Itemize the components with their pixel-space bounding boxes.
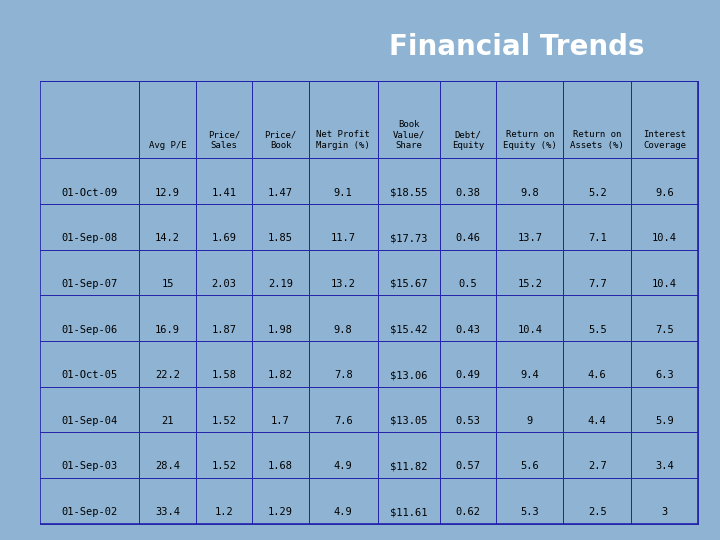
Text: Financial Trends: Financial Trends	[389, 33, 644, 61]
Text: 5.6: 5.6	[521, 462, 539, 471]
Text: Net Profit
Margin (%): Net Profit Margin (%)	[316, 130, 370, 150]
Text: 1.85: 1.85	[268, 233, 293, 243]
Text: $18.55: $18.55	[390, 187, 428, 198]
Text: $11.61: $11.61	[390, 507, 428, 517]
Text: 14.2: 14.2	[155, 233, 180, 243]
Text: 6.3: 6.3	[655, 370, 674, 380]
Text: 5.9: 5.9	[655, 416, 674, 426]
Text: 01-Sep-08: 01-Sep-08	[61, 233, 117, 243]
Text: 1.2: 1.2	[215, 507, 233, 517]
Text: Return on
Assets (%): Return on Assets (%)	[570, 130, 624, 150]
Text: 1.82: 1.82	[268, 370, 293, 380]
Text: 21: 21	[161, 416, 174, 426]
Text: 9.8: 9.8	[334, 325, 353, 334]
Text: 22.2: 22.2	[155, 370, 180, 380]
Text: 1.69: 1.69	[212, 233, 237, 243]
Text: 3.4: 3.4	[655, 462, 674, 471]
Text: 2.5: 2.5	[588, 507, 606, 517]
Text: 0.53: 0.53	[455, 416, 480, 426]
Text: 0.49: 0.49	[455, 370, 480, 380]
Text: 13.2: 13.2	[330, 279, 356, 289]
Text: 15.2: 15.2	[517, 279, 542, 289]
Text: 13.7: 13.7	[517, 233, 542, 243]
Text: 7.1: 7.1	[588, 233, 606, 243]
Text: 1.52: 1.52	[212, 462, 237, 471]
Text: 2.19: 2.19	[268, 279, 293, 289]
Text: Debt/
Equity: Debt/ Equity	[451, 130, 484, 150]
Text: 5.5: 5.5	[588, 325, 606, 334]
Text: 11.7: 11.7	[330, 233, 356, 243]
Text: $15.67: $15.67	[390, 279, 428, 289]
Text: 1.68: 1.68	[268, 462, 293, 471]
Text: 1.52: 1.52	[212, 416, 237, 426]
Text: 01-Sep-03: 01-Sep-03	[61, 462, 117, 471]
Text: 9.6: 9.6	[655, 187, 674, 198]
Text: 12.9: 12.9	[155, 187, 180, 198]
Text: 01-Sep-04: 01-Sep-04	[61, 416, 117, 426]
Text: 2.03: 2.03	[212, 279, 237, 289]
Text: Avg P/E: Avg P/E	[149, 140, 186, 150]
Text: $15.42: $15.42	[390, 325, 428, 334]
Text: 9.1: 9.1	[334, 187, 353, 198]
Text: 16.9: 16.9	[155, 325, 180, 334]
Text: 0.38: 0.38	[455, 187, 480, 198]
Text: 01-Sep-02: 01-Sep-02	[61, 507, 117, 517]
Text: 4.9: 4.9	[334, 462, 353, 471]
Text: 7.5: 7.5	[655, 325, 674, 334]
Text: 0.43: 0.43	[455, 325, 480, 334]
Text: 01-Oct-05: 01-Oct-05	[61, 370, 117, 380]
Text: Price/
Sales: Price/ Sales	[208, 130, 240, 150]
Text: Price/
Book: Price/ Book	[264, 130, 297, 150]
Text: 1.7: 1.7	[271, 416, 290, 426]
Text: Book
Value/
Share: Book Value/ Share	[392, 120, 425, 150]
Text: 5.2: 5.2	[588, 187, 606, 198]
Text: 1.58: 1.58	[212, 370, 237, 380]
Text: 3: 3	[662, 507, 667, 517]
Text: 0.46: 0.46	[455, 233, 480, 243]
Text: 0.5: 0.5	[459, 279, 477, 289]
Text: 1.98: 1.98	[268, 325, 293, 334]
Text: 4.4: 4.4	[588, 416, 606, 426]
Text: 0.62: 0.62	[455, 507, 480, 517]
Text: 10.4: 10.4	[517, 325, 542, 334]
Text: 1.41: 1.41	[212, 187, 237, 198]
Text: 9.4: 9.4	[521, 370, 539, 380]
Text: 1.87: 1.87	[212, 325, 237, 334]
Text: 4.9: 4.9	[334, 507, 353, 517]
Text: 01-Sep-07: 01-Sep-07	[61, 279, 117, 289]
Text: $13.05: $13.05	[390, 416, 428, 426]
Text: 01-Sep-06: 01-Sep-06	[61, 325, 117, 334]
Text: 4.6: 4.6	[588, 370, 606, 380]
Text: 7.6: 7.6	[334, 416, 353, 426]
Text: $17.73: $17.73	[390, 233, 428, 243]
Text: 33.4: 33.4	[155, 507, 180, 517]
Text: 01-Oct-09: 01-Oct-09	[61, 187, 117, 198]
Text: 5.3: 5.3	[521, 507, 539, 517]
Text: 2.7: 2.7	[588, 462, 606, 471]
Text: 1.29: 1.29	[268, 507, 293, 517]
Text: Return on
Equity (%): Return on Equity (%)	[503, 130, 557, 150]
Text: 9.8: 9.8	[521, 187, 539, 198]
Text: 1.47: 1.47	[268, 187, 293, 198]
Text: 10.4: 10.4	[652, 233, 678, 243]
Text: 7.8: 7.8	[334, 370, 353, 380]
Text: $13.06: $13.06	[390, 370, 428, 380]
Text: 9: 9	[526, 416, 533, 426]
Text: 28.4: 28.4	[155, 462, 180, 471]
Text: $11.82: $11.82	[390, 462, 428, 471]
Text: 7.7: 7.7	[588, 279, 606, 289]
Text: Interest
Coverage: Interest Coverage	[643, 130, 686, 150]
Text: 0.57: 0.57	[455, 462, 480, 471]
Text: 10.4: 10.4	[652, 279, 678, 289]
Text: 15: 15	[161, 279, 174, 289]
